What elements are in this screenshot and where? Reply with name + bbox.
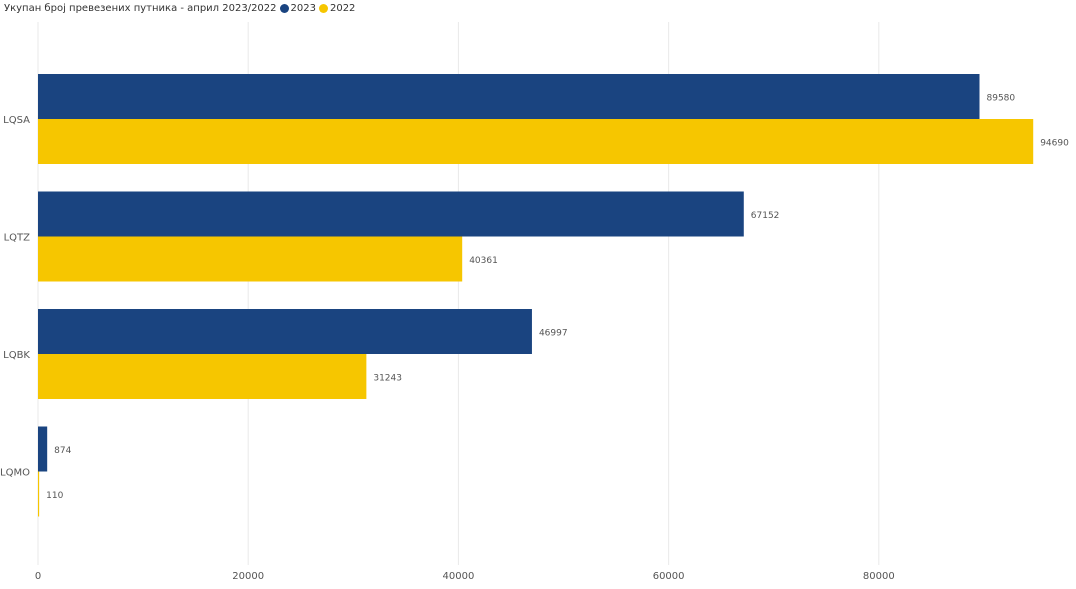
chart-legend: Укупан број превезених путника - април 2… <box>4 3 355 14</box>
bar-lqbk-2022[interactable] <box>38 354 367 399</box>
legend-swatch-2022 <box>318 4 328 13</box>
data-label-lqsa-2023: 89580 <box>987 94 1016 104</box>
legend-item-2023[interactable]: 2023 <box>279 3 316 14</box>
legend-swatch-2023 <box>279 4 289 13</box>
bar-lqsa-2022[interactable] <box>38 119 1034 164</box>
bar-lqmo-2022[interactable] <box>38 471 40 517</box>
data-label-lqmo-2022: 110 <box>46 491 63 501</box>
x-tick-label-60000: 60000 <box>653 571 685 582</box>
legend-label-2023: 2023 <box>290 3 316 14</box>
data-label-lqmo-2023: 874 <box>54 446 71 456</box>
bar-lqsa-2023[interactable] <box>38 74 980 119</box>
y-category-label-lqmo: LQMO <box>0 468 30 479</box>
y-category-label-lqtz: LQTZ <box>4 233 31 244</box>
data-label-lqsa-2022: 94690 <box>1040 139 1069 149</box>
y-category-label-lqsa: LQSA <box>3 115 30 126</box>
data-label-lqtz-2023: 67152 <box>751 211 780 221</box>
data-label-lqbk-2022: 31243 <box>373 374 402 384</box>
bar-lqtz-2023[interactable] <box>38 191 744 237</box>
legend-item-2022[interactable]: 2022 <box>318 3 356 14</box>
data-label-lqtz-2022: 40361 <box>469 256 498 266</box>
legend-label-2022: 2022 <box>329 3 356 14</box>
bar-lqmo-2023[interactable] <box>38 426 48 472</box>
y-category-label-lqbk: LQBK <box>3 350 30 361</box>
chart-title: Укупан број превезених путника - април 2… <box>4 3 277 14</box>
data-label-lqbk-2023: 46997 <box>539 329 568 339</box>
x-tick-label-0: 0 <box>35 571 41 582</box>
bar-lqtz-2022[interactable] <box>38 236 463 282</box>
x-tick-label-80000: 80000 <box>863 571 895 582</box>
x-tick-label-40000: 40000 <box>443 571 475 582</box>
x-tick-label-20000: 20000 <box>232 571 264 582</box>
bar-lqbk-2023[interactable] <box>38 309 532 354</box>
